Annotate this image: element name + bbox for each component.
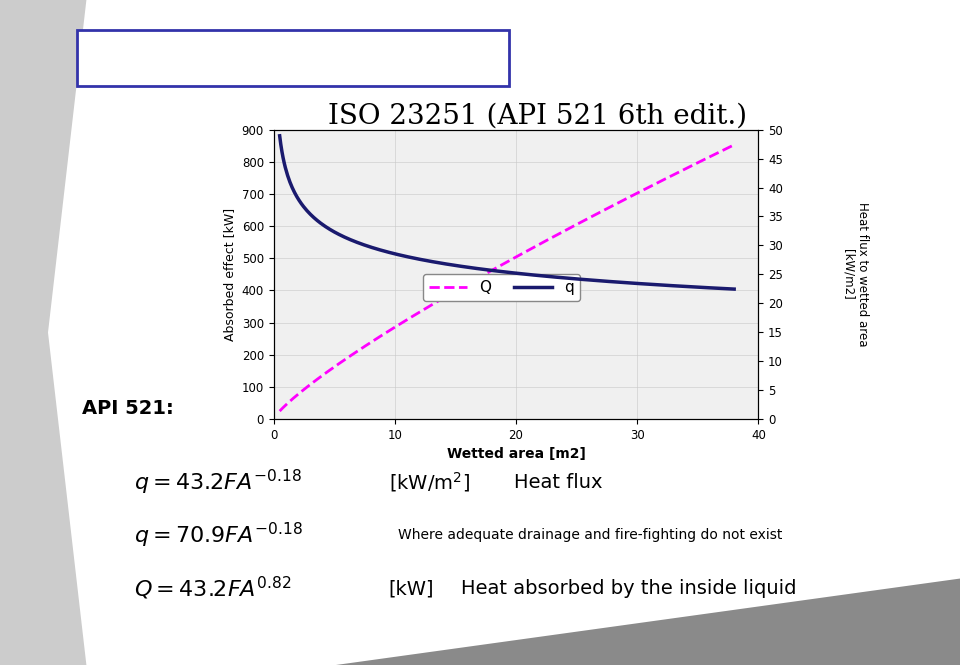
Legend: Q, q: Q, q — [422, 274, 580, 301]
Text: Petrell'as: Petrell'as — [797, 639, 892, 658]
Text: $q = 70.9FA^{-0.18}$: $q = 70.9FA^{-0.18}$ — [134, 521, 303, 550]
X-axis label: Wetted area [m2]: Wetted area [m2] — [446, 448, 586, 462]
Text: BRILLIANT  ⎘  VESSFIRE: BRILLIANT ⎘ VESSFIRE — [634, 638, 756, 649]
q — [422, 257, 434, 265]
Q — [602, 204, 613, 212]
Text: Heat absorbed by the inside liquid: Heat absorbed by the inside liquid — [461, 579, 796, 598]
Text: [kW/m$^2$]: [kW/m$^2$] — [389, 470, 469, 494]
Text: Where adequate drainage and fire-fighting do not exist: Where adequate drainage and fire-fightin… — [398, 528, 782, 543]
Q — [454, 285, 466, 293]
Q — [274, 407, 285, 415]
q — [274, 132, 285, 140]
q — [454, 262, 466, 270]
Q — [604, 203, 615, 211]
q — [604, 277, 615, 285]
q — [328, 228, 340, 236]
Text: $Q = 43.2FA^{0.82}$: $Q = 43.2FA^{0.82}$ — [134, 575, 292, 602]
Line: Q: Q — [279, 145, 734, 411]
q — [602, 277, 613, 285]
Text: $q = 43.2FA^{-0.18}$: $q = 43.2FA^{-0.18}$ — [134, 467, 302, 497]
Line: q: q — [279, 136, 734, 289]
Q — [422, 303, 434, 311]
Q — [729, 141, 740, 149]
q — [560, 274, 571, 282]
Y-axis label: Heat flux to wetted area
[kW/m2]: Heat flux to wetted area [kW/m2] — [841, 202, 869, 346]
Text: ISO 23251 (API 521 6th edit.): ISO 23251 (API 521 6th edit.) — [328, 103, 747, 130]
Text: [kW]: [kW] — [389, 579, 434, 598]
Q — [328, 363, 340, 371]
Text: Heat flux: Heat flux — [514, 473, 602, 491]
q — [729, 285, 740, 293]
Q — [560, 226, 571, 234]
Text: API 521:: API 521: — [82, 400, 174, 418]
Y-axis label: Absorbed effect [kW]: Absorbed effect [kW] — [223, 207, 236, 341]
Text: Hva sier gjeldende standarder: Hva sier gjeldende standarder — [156, 49, 429, 68]
